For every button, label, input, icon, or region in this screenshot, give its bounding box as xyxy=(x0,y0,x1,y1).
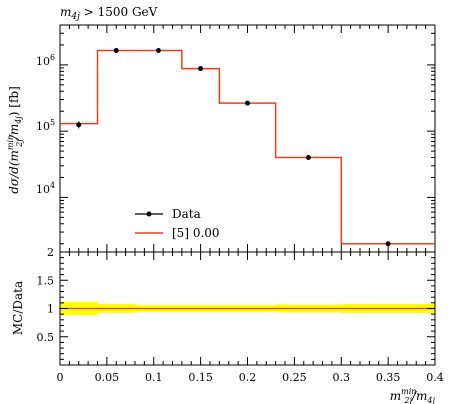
x-tick-label: 0.1 xyxy=(145,371,163,384)
main-y-axis-title: dσ/d(mmin2j/m4j) [fb] xyxy=(6,86,24,194)
y-tick-label-1e5: 105 xyxy=(36,118,55,133)
legend-data-label: Data xyxy=(172,207,201,221)
legend: Data [5] 0.00 xyxy=(135,207,220,240)
x-tick-label: 0.25 xyxy=(282,371,307,384)
data-points-series xyxy=(76,47,391,247)
main-x-ticks xyxy=(59,25,436,252)
data-point xyxy=(155,47,161,53)
x-tick-label: 0 xyxy=(57,371,64,384)
y-tick-label-1e4: 104 xyxy=(36,181,55,196)
x-axis-title: mmin 2j/m4j xyxy=(390,387,436,404)
x-tick-label: 0.05 xyxy=(95,371,120,384)
x-tick-label: 0.35 xyxy=(376,371,401,384)
ratio-y-tick-label: 0.5 xyxy=(37,331,55,344)
main-y-tick-labels: 104 105 106 xyxy=(36,53,55,196)
data-point xyxy=(385,241,391,247)
ratio-y-tick-label: 1.5 xyxy=(37,274,55,287)
data-point xyxy=(113,47,119,53)
ratio-ticks xyxy=(59,251,436,366)
legend-data-marker xyxy=(146,211,152,217)
mc-step-line xyxy=(60,49,435,245)
main-y-ticks xyxy=(60,24,435,245)
x-tick-labels: 0 0.05 0.1 0.15 0.2 0.25 0.3 0.35 0.4 xyxy=(57,371,444,384)
ratio-y-tick-label: 2 xyxy=(47,246,54,259)
mc-step-series xyxy=(60,49,435,245)
data-point xyxy=(76,122,82,128)
data-point xyxy=(245,100,250,106)
data-point xyxy=(198,66,204,72)
chart-title: m4j > 1500 GeV xyxy=(60,5,158,22)
main-plot-frame xyxy=(59,24,436,253)
ratio-y-axis-title: MC/Data xyxy=(11,281,25,335)
x-tick-label: 0.4 xyxy=(426,371,444,384)
data-point xyxy=(305,155,311,161)
ratio-y-tick-labels: 0.5 1 1.5 2 xyxy=(37,246,55,344)
x-tick-label: 0.3 xyxy=(333,371,351,384)
x-tick-label: 0.15 xyxy=(188,371,213,384)
x-tick-label: 0.2 xyxy=(239,371,257,384)
ratio-y-tick-label: 1 xyxy=(47,303,54,316)
legend-mc-label: [5] 0.00 xyxy=(172,226,220,240)
y-tick-label-1e6: 106 xyxy=(36,53,55,68)
